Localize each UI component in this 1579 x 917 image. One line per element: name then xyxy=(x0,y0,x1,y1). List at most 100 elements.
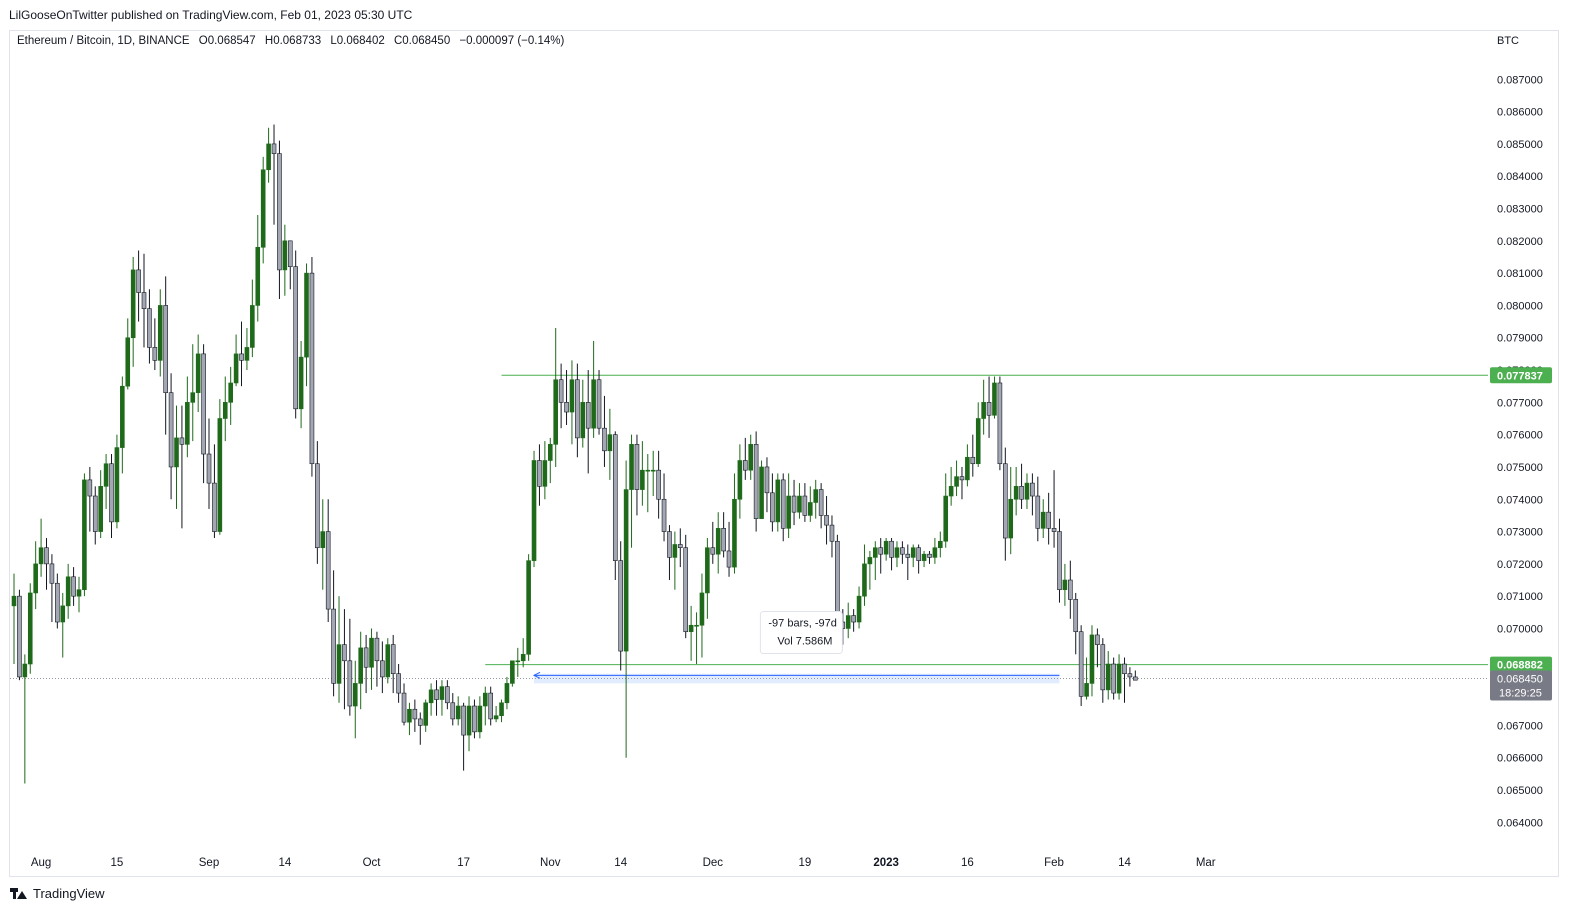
candle-body xyxy=(883,540,889,555)
candle-body xyxy=(797,495,802,513)
candle-body xyxy=(1035,495,1041,529)
currency-label: BTC xyxy=(1497,35,1519,47)
price-axis-tick: 0.067000 xyxy=(1497,720,1543,732)
candle-body xyxy=(650,469,656,472)
candle-body xyxy=(807,502,813,516)
candle-body xyxy=(753,444,759,519)
candle-body xyxy=(981,402,986,419)
candle-body xyxy=(157,305,163,361)
time-axis-label: Oct xyxy=(363,857,382,869)
price-axis-tick: 0.084000 xyxy=(1497,171,1543,183)
candle-body xyxy=(515,660,521,663)
candle-body xyxy=(992,382,997,416)
price-axis-tick: 0.079000 xyxy=(1497,333,1543,345)
candle-body xyxy=(1073,599,1079,633)
candle-body xyxy=(488,692,493,720)
candle-body xyxy=(1078,631,1084,697)
candle-body xyxy=(76,589,82,597)
candle-body xyxy=(287,240,293,267)
time-axis-label: 2023 xyxy=(873,857,899,869)
time-axis-label: 17 xyxy=(457,857,470,869)
candle-body xyxy=(49,563,55,584)
candle-body xyxy=(298,356,304,410)
candle-body xyxy=(423,702,428,726)
candle-body xyxy=(71,576,76,597)
candle-body xyxy=(222,402,228,419)
candle-body xyxy=(737,460,743,500)
candle-body xyxy=(1105,663,1111,691)
candle-body xyxy=(954,476,959,487)
candle-body xyxy=(1013,486,1019,500)
candle-body xyxy=(948,486,954,497)
candle-body xyxy=(304,272,309,358)
candle-body xyxy=(824,515,829,526)
candle-body xyxy=(986,402,992,416)
chart-frame xyxy=(9,30,1559,877)
level-price-label: 0.068882 xyxy=(1497,660,1543,672)
level-price-tag xyxy=(1490,656,1552,673)
candle-body xyxy=(775,479,781,523)
candle-body xyxy=(938,540,943,549)
candle-body xyxy=(878,547,884,555)
price-axis-tick: 0.074000 xyxy=(1497,494,1543,506)
candle-body xyxy=(417,718,423,726)
candle-body xyxy=(569,379,575,413)
candle-body xyxy=(445,686,450,704)
symbol-name[interactable]: Ethereum / Bitcoin, 1D, BINANCE xyxy=(17,35,190,47)
candle-body xyxy=(618,560,624,652)
candle-body xyxy=(352,683,358,707)
candle-body xyxy=(250,305,255,348)
candle-body xyxy=(179,437,185,445)
time-axis-label: Feb xyxy=(1044,857,1064,869)
tradingview-brand: TradingView xyxy=(33,886,105,901)
candle-body xyxy=(325,531,331,610)
candle-body xyxy=(894,547,900,558)
candle-body xyxy=(380,660,385,678)
candle-body xyxy=(959,476,965,481)
candle-body xyxy=(667,531,672,558)
candle-body xyxy=(266,143,271,171)
candle-body xyxy=(271,143,277,154)
candle-body xyxy=(623,489,629,652)
candle-body xyxy=(721,528,726,552)
ohlc-close: C0.068450 xyxy=(393,35,451,47)
candle-body xyxy=(558,379,564,403)
price-axis-tick: 0.065000 xyxy=(1497,785,1543,797)
candle-body xyxy=(970,456,976,465)
candle-body xyxy=(1127,673,1133,678)
candle-body xyxy=(401,692,407,723)
candle-body xyxy=(477,705,483,733)
price-axis-tick: 0.073000 xyxy=(1497,527,1543,539)
candle-body xyxy=(33,563,38,594)
candle-body xyxy=(694,624,699,627)
candle-body xyxy=(997,382,1003,465)
candle-body xyxy=(705,547,710,594)
candle-body xyxy=(547,444,553,461)
price-axis-tick: 0.087000 xyxy=(1497,74,1543,86)
candle-body xyxy=(634,444,640,490)
candle-body xyxy=(1008,498,1014,539)
candle-body xyxy=(1122,663,1127,675)
candle-body xyxy=(120,385,125,448)
candle-body xyxy=(233,353,239,384)
candle-body xyxy=(358,647,363,684)
candle-body xyxy=(851,615,856,623)
candle-body xyxy=(742,460,748,471)
candle-body xyxy=(845,615,851,629)
time-axis-label: Sep xyxy=(199,857,219,869)
candle-body xyxy=(553,379,559,445)
candle-body xyxy=(818,489,824,516)
price-axis-tick: 0.072000 xyxy=(1497,559,1543,571)
price-axis-tick: 0.081000 xyxy=(1497,268,1543,280)
candle-body xyxy=(125,337,131,387)
time-axis-label: Aug xyxy=(31,857,51,869)
measure-tooltip xyxy=(759,611,843,655)
candle-body xyxy=(829,524,835,542)
candle-body xyxy=(336,644,342,684)
tradingview-logo[interactable]: TradingView xyxy=(10,886,105,901)
candle-body xyxy=(331,608,336,684)
candle-body xyxy=(856,595,862,623)
candle-body xyxy=(943,495,949,542)
candle-body xyxy=(277,153,282,271)
